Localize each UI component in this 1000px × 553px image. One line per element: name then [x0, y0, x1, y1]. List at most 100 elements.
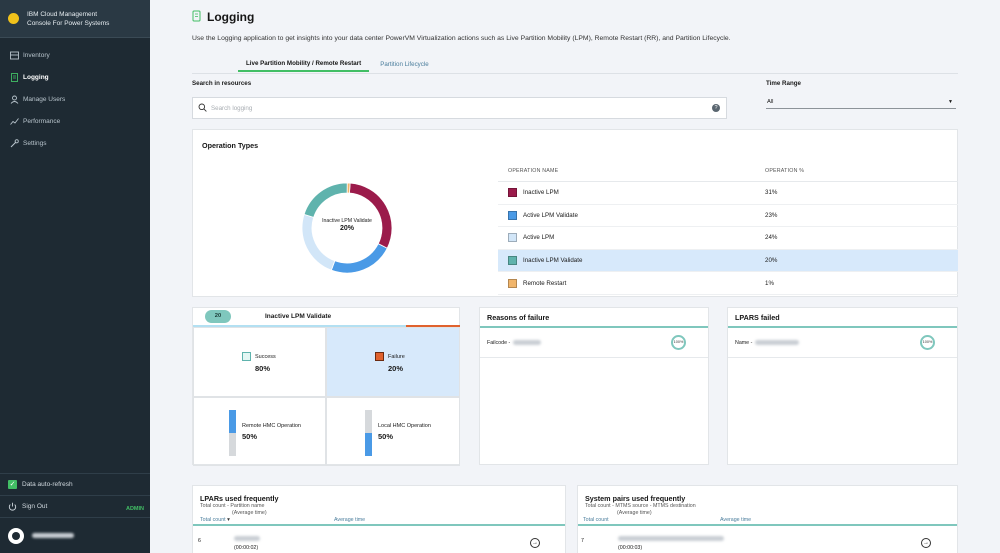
arrow-right-icon[interactable]: →	[530, 538, 540, 548]
arrow-right-icon[interactable]: →	[921, 538, 931, 548]
operation-donut-chart[interactable]	[301, 182, 393, 274]
donut-slice-remote-restart[interactable]	[346, 182, 351, 194]
sign-out-label: Sign Out	[22, 503, 48, 510]
search-field[interactable]: ?	[192, 97, 727, 119]
table-row[interactable]: Inactive LPM 31%	[498, 182, 958, 205]
operation-table-header: OPERATION NAME OPERATION %	[498, 160, 958, 182]
success-label: Success	[255, 353, 276, 360]
sidebar-item-manage-users[interactable]: Manage Users	[0, 88, 150, 110]
donut-slice-inactive-lpm-validate[interactable]	[303, 182, 348, 218]
table-row[interactable]: Remote Restart 1%	[498, 272, 958, 295]
brand-line-2: Console For Power Systems	[27, 19, 110, 27]
redacted-partition	[234, 536, 260, 541]
system-pairs-subtitle-2: (Average time)	[617, 509, 652, 516]
sidebar-item-settings[interactable]: Settings	[0, 132, 150, 154]
percent-ring: 100%	[920, 335, 935, 350]
redacted-system-pair	[618, 536, 724, 541]
lpar-name-label: Name -	[735, 339, 753, 346]
col-total-count[interactable]: Total count ▾	[200, 517, 230, 523]
sidebar-item-inventory[interactable]: Inventory	[0, 44, 150, 66]
brand-title: IBM Cloud Management Console For Power S…	[27, 10, 109, 28]
operation-name: Active LPM Validate	[523, 211, 578, 219]
failure-ratio-bar	[406, 325, 460, 327]
checkbox-checked-icon[interactable]: ✓	[8, 480, 17, 489]
help-icon[interactable]: ?	[712, 104, 720, 112]
operation-count-badge: 20	[205, 310, 231, 323]
brand-header[interactable]: IBM Cloud Management Console For Power S…	[0, 0, 150, 38]
auto-refresh-toggle[interactable]: ✓ Data auto-refresh	[0, 473, 150, 495]
operation-name: Remote Restart	[523, 279, 567, 287]
success-ratio-bar	[193, 325, 406, 327]
operation-detail-card: 20 Inactive LPM Validate Success 80% Fai…	[192, 307, 460, 466]
search-icon	[198, 103, 207, 114]
remote-hmc-stat: Remote HMC Operation 50%	[242, 423, 301, 441]
table-row[interactable]: Inactive LPM Validate 20%	[498, 249, 958, 273]
time-range-label: Time Range	[766, 80, 801, 87]
table-row[interactable]: Active LPM 24%	[498, 227, 958, 250]
legend-swatch	[508, 188, 517, 198]
col-average-time[interactable]: Average time	[334, 517, 366, 523]
operation-name: Active LPM	[523, 234, 555, 242]
operation-types-card: Operation Types Inactive LPM Validate 20…	[192, 129, 958, 297]
success-cell[interactable]: Success 80%	[193, 327, 326, 397]
user-profile[interactable]: ADMIN	[0, 506, 150, 553]
sidebar-item-label: Settings	[23, 139, 47, 147]
operation-name: Inactive LPM Validate	[523, 257, 583, 265]
lpars-used-card: LPARs used frequently Total count - Part…	[192, 485, 566, 553]
wrench-icon	[10, 138, 19, 148]
failure-cell[interactable]: Failure 20%	[326, 327, 460, 397]
operation-name-cell: Inactive LPM Validate	[498, 256, 765, 266]
tab-partition-lifecycle[interactable]: Partition Lifecycle	[380, 60, 429, 68]
time-range-select[interactable]: All ▼	[766, 95, 956, 109]
role-badge: ADMIN	[125, 506, 144, 512]
tab-divider	[192, 73, 958, 74]
lpars-failed-card: LPARS failed Name - 100%	[727, 307, 958, 465]
failure-swatch	[375, 352, 384, 361]
search-label: Search in resources	[192, 80, 252, 87]
list-item[interactable]: Name - 100%	[728, 328, 957, 358]
lpars-used-header: LPARs used frequently Total count - Part…	[193, 486, 565, 516]
search-input[interactable]	[211, 104, 712, 112]
legend-swatch	[508, 256, 517, 266]
operation-types-title: Operation Types	[202, 141, 259, 150]
remote-hmc-cell[interactable]: Remote HMC Operation 50%	[193, 397, 326, 466]
failure-value: 20%	[388, 364, 404, 373]
operation-pct: 24%	[765, 234, 778, 242]
failure-stat: Failure 20%	[375, 352, 405, 373]
page-header: Logging	[192, 10, 254, 24]
detail-title: Inactive LPM Validate	[265, 313, 332, 320]
list-item[interactable]: Failcode - 100%	[480, 328, 708, 358]
local-hmc-value: 50%	[378, 432, 394, 441]
operation-table: OPERATION NAME OPERATION % Inactive LPM 3…	[498, 160, 958, 295]
legend-swatch	[508, 210, 517, 220]
row-count: 7	[581, 538, 584, 544]
operation-table-body: Inactive LPM 31% Active LPM Validate 23% Act…	[498, 182, 958, 295]
sidebar-item-label: Performance	[23, 117, 61, 125]
lpars-failed-title: LPARS failed	[735, 312, 780, 322]
remote-hmc-label: Remote HMC Operation	[242, 423, 301, 429]
local-hmc-cell[interactable]: Local HMC Operation 50%	[326, 397, 460, 466]
system-pairs-title: System pairs used frequently	[585, 494, 686, 503]
operation-name-cell: Active LPM Validate	[498, 210, 765, 220]
logging-icon	[192, 10, 201, 24]
donut-slice-inactive-lpm[interactable]	[349, 182, 393, 249]
donut-slice-active-lpm-validate[interactable]	[330, 243, 388, 274]
col-total-count[interactable]: Total count	[583, 517, 609, 523]
sidebar-item-label: Inventory	[23, 51, 50, 59]
sidebar-item-performance[interactable]: Performance	[0, 110, 150, 132]
caret-down-icon: ▾	[227, 517, 230, 523]
sidebar-item-logging[interactable]: Logging	[0, 66, 150, 88]
lpars-used-subtitle: Total count - Partition name	[200, 503, 265, 509]
sidebar: IBM Cloud Management Console For Power S…	[0, 0, 150, 553]
operation-name-cell: Remote Restart	[498, 278, 765, 288]
donut-center-value: 20%	[339, 225, 354, 232]
row-time: (00:00:02)	[234, 545, 259, 551]
col-average-time[interactable]: Average time	[720, 517, 752, 523]
row-count: 6	[198, 538, 201, 544]
operation-name-cell: Active LPM	[498, 233, 765, 243]
table-row[interactable]: Active LPM Validate 23%	[498, 205, 958, 228]
local-hmc-bar-fill	[365, 433, 372, 456]
local-hmc-stat: Local HMC Operation 50%	[378, 423, 431, 441]
tab-lpm-rr[interactable]: Live Partition Mobility / Remote Restart	[238, 56, 370, 72]
sign-out-button[interactable]: Sign Out	[0, 495, 150, 517]
